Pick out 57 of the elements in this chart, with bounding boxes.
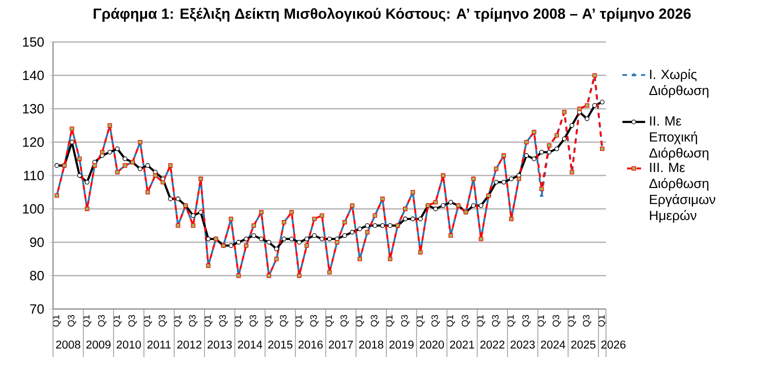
text: 2022 xyxy=(480,340,504,349)
chart-title: Γράφημα 1: Εξέλιξη Δείκτη Μισθολογικού Κόστους: Α’ τρίμηνο 2008 – Α’ τρίμηνο 2026 xyxy=(94,8,691,22)
text: 2023 xyxy=(510,340,535,349)
text: 2012 xyxy=(177,340,202,349)
text: 2008 xyxy=(56,340,80,349)
text: 2015 xyxy=(268,340,292,349)
x-tick-label: Q3 xyxy=(401,315,410,327)
text: 2017 xyxy=(328,340,353,349)
text: 2026 xyxy=(601,340,626,349)
x-tick-label: Q3 xyxy=(158,315,167,327)
x-tick-label: Q3 xyxy=(310,315,318,327)
x-tick-label: Q3 xyxy=(250,315,258,327)
x-tick-label: Q1 xyxy=(356,315,364,327)
x-tick-label: Q3 xyxy=(98,315,106,327)
y-tick-label: 120 xyxy=(23,137,44,147)
x-tick-label: Q3 xyxy=(552,315,561,327)
x-tick-label: Q1 xyxy=(52,315,61,327)
legend-label: II. Με Εποχική Διόρθωση xyxy=(649,116,708,160)
text: 2018 xyxy=(359,340,384,349)
x-tick-label: Q3 xyxy=(582,315,592,327)
text: 2021 xyxy=(450,340,474,349)
legend-label: III. Με Διόρθωση Εργάσιμων Ημερών xyxy=(649,162,716,223)
text: 2024 xyxy=(540,340,566,349)
text: 2019 xyxy=(389,340,414,349)
x-tick-label: Q1 xyxy=(295,315,304,327)
x-tick-label: Q1 xyxy=(446,315,455,327)
x-tick-label: Q3 xyxy=(340,315,349,327)
text: 2009 xyxy=(86,340,111,349)
text: 2011 xyxy=(147,340,171,349)
x-tick-label: Q3 xyxy=(128,315,137,327)
x-tick-label: Q3 xyxy=(492,315,500,327)
legend-label: I. Χωρίς Διόρθωση xyxy=(649,68,708,98)
y-tick-label: 70 xyxy=(30,304,44,314)
text: 2010 xyxy=(116,340,141,349)
y-tick-label: 140 xyxy=(23,70,44,80)
x-tick-label: Q3 xyxy=(219,315,228,327)
x-tick-label: Q3 xyxy=(280,315,288,327)
y-tick-label: 90 xyxy=(30,238,44,247)
x-tick-label: Q1 xyxy=(204,315,212,327)
x-tick-label: Q3 xyxy=(431,315,440,327)
y-tick-label: 110 xyxy=(24,170,44,180)
y-tick-label: 150 xyxy=(23,37,44,47)
y-tick-label: 130 xyxy=(23,104,44,114)
text: 2016 xyxy=(298,340,323,349)
x-tick-label: Q3 xyxy=(370,315,380,327)
y-tick-label: 80 xyxy=(30,270,44,280)
text: 2014 xyxy=(238,340,262,349)
x-tick-label: Q1 xyxy=(507,315,516,327)
y-tick-label: 100 xyxy=(23,204,44,214)
text: 2025 xyxy=(571,340,596,349)
x-tick-label: Q3 xyxy=(189,315,198,327)
text: 2020 xyxy=(420,340,444,349)
x-tick-label: Q1 xyxy=(598,315,606,327)
x-tick-label: Q3 xyxy=(68,315,76,327)
x-tick-label: Q3 xyxy=(522,315,531,327)
x-tick-label: Q3 xyxy=(462,315,470,327)
text: 2013 xyxy=(208,340,232,349)
